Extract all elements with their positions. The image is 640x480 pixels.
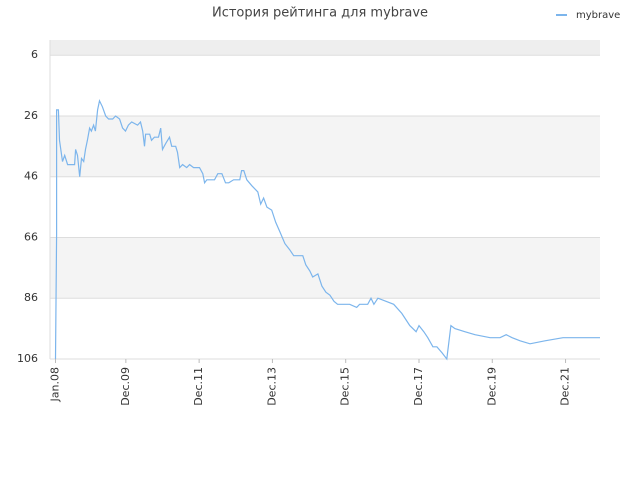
x-tick-label: Dec.11: [192, 367, 205, 406]
x-tick-label: Dec.15: [339, 367, 352, 406]
y-tick-label: 26: [24, 109, 38, 122]
band: [50, 40, 600, 56]
plot-area: [50, 40, 600, 359]
y-tick-label: 106: [17, 352, 38, 365]
y-tick-label: 86: [24, 291, 38, 304]
band: [50, 237, 600, 299]
y-tick-label: 6: [31, 48, 38, 61]
y-tick-label: 46: [24, 170, 38, 183]
x-tick-label: Dec.21: [559, 367, 572, 406]
x-tick-label: Dec.13: [265, 367, 278, 406]
x-tick-label: Dec.09: [119, 367, 132, 406]
chart-title: История рейтинга для mybrave: [212, 6, 428, 21]
rating-line: [54, 98, 600, 361]
y-tick-label: 66: [24, 230, 38, 243]
legend-label: mybrave: [576, 10, 620, 21]
x-tick-label: Dec.19: [485, 367, 498, 406]
x-tick-label: Dec.17: [412, 367, 425, 406]
x-tick-label: Jan.08: [48, 367, 61, 402]
band: [50, 115, 600, 177]
